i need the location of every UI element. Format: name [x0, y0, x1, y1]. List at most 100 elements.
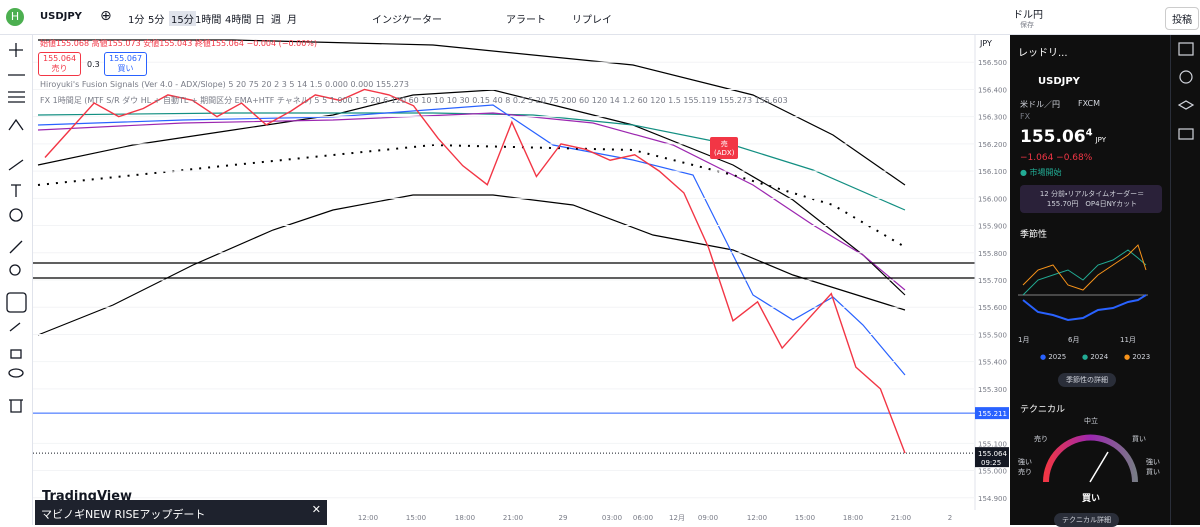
- panel-symbol: USDJPY: [1038, 76, 1080, 87]
- ad-close[interactable]: ✕: [311, 503, 321, 516]
- chat-icon[interactable]: [1178, 128, 1194, 140]
- magnet-tool[interactable]: [6, 292, 27, 313]
- price-tick-label: 156.500: [978, 59, 1007, 67]
- channel-line: [37, 89, 906, 296]
- year-dot: ●: [1082, 353, 1091, 361]
- time-tick-label: 2: [948, 514, 952, 522]
- interval-button[interactable]: 日: [255, 15, 265, 26]
- gauge: [1043, 434, 1138, 483]
- pattern-tool[interactable]: [8, 118, 24, 131]
- price-tick-label: 155.900: [978, 223, 1007, 231]
- season-line: [1022, 294, 1147, 322]
- ad-banner[interactable]: マビノギNEW RISEアップデート ✕: [35, 500, 327, 525]
- symbol-search[interactable]: USDJPY: [40, 11, 82, 22]
- layout-name[interactable]: ドル円: [1013, 10, 1043, 21]
- alerts-icon[interactable]: [1179, 70, 1193, 84]
- price-tick-label: 156.300: [978, 114, 1007, 122]
- interval-button[interactable]: 15分: [169, 11, 196, 26]
- time-tick-label: 06:00: [633, 514, 653, 522]
- seasonality-chart: [1018, 244, 1148, 322]
- interval-button[interactable]: 4時間: [225, 15, 252, 26]
- currency-label[interactable]: JPY: [980, 39, 992, 48]
- buy-button[interactable]: 155.067 買い: [104, 52, 148, 76]
- sell-button[interactable]: 155.064 売り: [38, 52, 82, 76]
- signal-text: (ADX): [714, 149, 735, 157]
- gauge-arc: [1043, 434, 1138, 483]
- layout-state: 保存: [1020, 21, 1034, 29]
- right-icons: [1177, 42, 1195, 392]
- sell-price: 155.064: [43, 54, 77, 63]
- lock-tool[interactable]: [10, 349, 22, 359]
- time-tick-label: 15:00: [795, 514, 815, 522]
- watchlist-title[interactable]: レッドリ...: [1018, 48, 1068, 59]
- year-legend: ● 2025: [1040, 353, 1066, 361]
- top-toolbar: H USDJPY ⊕ 1分 5分 15分 1時間 4時間日週月 インジケーター アラート…: [0, 0, 1200, 35]
- month-label: 1月: [1018, 336, 1030, 344]
- time-tick-label: 15:00: [406, 514, 426, 522]
- gauge-neutral: 中立: [1084, 417, 1098, 425]
- status-text: 市場開始: [1029, 168, 1062, 177]
- year-legend: ● 2023: [1124, 353, 1150, 361]
- news-banner[interactable]: 12 分前・リアルタイムオーダー＝155.70円 OP4日NYカット: [1020, 185, 1162, 213]
- watchlist-icon[interactable]: [1178, 42, 1194, 56]
- publish-button[interactable]: 投稿: [1165, 7, 1199, 30]
- ema-line: [37, 112, 906, 211]
- price-tick-label: 155.700: [978, 277, 1007, 285]
- price-digit: 4: [1085, 127, 1093, 139]
- interval-button[interactable]: 月: [287, 15, 297, 26]
- text-tool[interactable]: [11, 184, 21, 197]
- price-tick-label: 154.900: [978, 495, 1007, 503]
- time-tick-label: 12:00: [358, 514, 378, 522]
- spread: 0.3: [87, 60, 100, 69]
- hide-tool[interactable]: [8, 368, 24, 378]
- alert-button[interactable]: アラート: [506, 15, 546, 26]
- technicals-title: テクニカル: [1020, 405, 1066, 415]
- time-tick-label: 12:00: [747, 514, 767, 522]
- channel-line: [38, 39, 906, 186]
- gauge-buy: 買い: [1132, 435, 1146, 443]
- ad-text: マビノギNEW RISEアップデート: [41, 508, 206, 521]
- delete-tool[interactable]: [9, 399, 23, 413]
- crosshair-tool[interactable]: [9, 43, 23, 57]
- price-tick-label: 156.200: [978, 141, 1007, 149]
- gauge-sell: 売り: [1034, 435, 1048, 443]
- price-tick-label: 155.300: [978, 386, 1007, 394]
- indicators-button[interactable]: インジケーター: [372, 15, 442, 26]
- countdown: 09:25: [981, 459, 1001, 467]
- interval-button[interactable]: 1分: [128, 15, 145, 26]
- alert-tag: [975, 407, 1009, 420]
- price-tick-label: 155.000: [978, 468, 1007, 476]
- indicator-legend: FX 1時間足 (MTF S/R ダウ HL + 自動TL + 期間区分 EMA…: [40, 96, 788, 105]
- price-tick-label: 155.600: [978, 304, 1007, 312]
- seasonality-details[interactable]: 季節性の詳細: [1058, 373, 1116, 387]
- zoom-tool[interactable]: [9, 264, 21, 276]
- price-line: [44, 88, 906, 454]
- time-tick-label: 21:00: [891, 514, 911, 522]
- emoji-tool[interactable]: [9, 208, 23, 222]
- price-main: 155.06: [1020, 127, 1086, 147]
- month-label: 6月: [1068, 336, 1080, 344]
- interval-button[interactable]: 5分: [148, 15, 165, 26]
- channel-line: [37, 194, 906, 336]
- time-tick-label: 09:00: [698, 514, 718, 522]
- time-tick-label: 18:00: [843, 514, 863, 522]
- lock-drawings-tool[interactable]: [9, 322, 21, 332]
- gauge-needle: [1089, 451, 1109, 483]
- exchange: FXCM: [1078, 99, 1100, 108]
- technicals-details[interactable]: テクニカル詳細: [1054, 513, 1119, 527]
- season-line: [1022, 244, 1147, 291]
- interval-button[interactable]: 週: [271, 15, 281, 26]
- brush-tool[interactable]: [8, 159, 24, 171]
- horizontal-line: [33, 262, 975, 279]
- ruler-tool[interactable]: [9, 240, 23, 254]
- time-tick-label: 29: [559, 514, 568, 522]
- fib-tool[interactable]: [8, 91, 25, 103]
- replay-button[interactable]: リプレイ: [572, 15, 612, 26]
- avatar[interactable]: H: [6, 8, 24, 26]
- year-dot: ●: [1124, 353, 1133, 361]
- time-tick-label: 18:00: [455, 514, 475, 522]
- interval-button[interactable]: 1時間: [195, 15, 222, 26]
- ema-line: [37, 112, 906, 291]
- layers-icon[interactable]: [1177, 100, 1195, 110]
- add-symbol[interactable]: ⊕: [100, 8, 112, 24]
